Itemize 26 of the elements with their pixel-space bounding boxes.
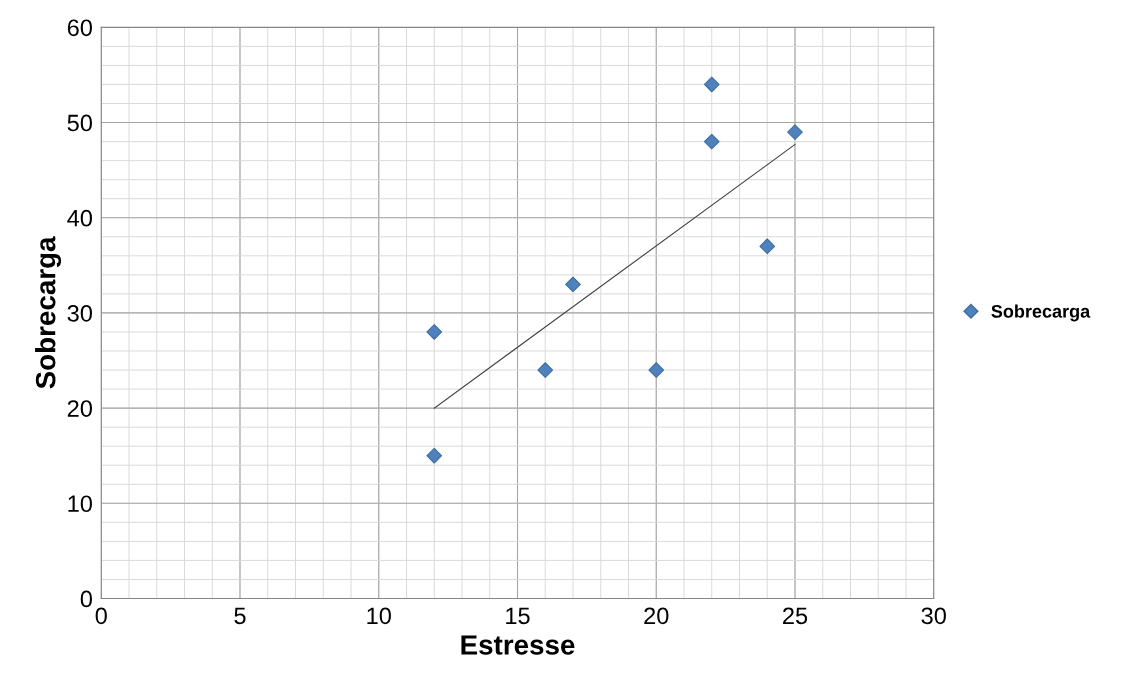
x-tick-label: 25: [783, 607, 808, 625]
point: [703, 133, 720, 150]
point: [565, 276, 581, 293]
x-tick-label: 20: [644, 607, 669, 625]
y-tick-label: 30: [67, 305, 92, 322]
point: [537, 362, 554, 378]
point: [426, 447, 443, 464]
x-tick-label: 30: [921, 607, 946, 625]
x-tick-label: 5: [234, 607, 246, 625]
y-tick-label: 40: [67, 209, 92, 227]
y-tick-label: 50: [67, 114, 92, 132]
y-tick-label: 60: [67, 19, 92, 37]
y-tick-label: 20: [67, 400, 92, 417]
x-tick-label: 0: [95, 607, 107, 625]
x-tick-label: 10: [367, 607, 391, 625]
point: [759, 238, 776, 255]
x-tick-label: 15: [506, 607, 530, 625]
point: [787, 124, 803, 140]
y-tick-label: 10: [68, 495, 92, 513]
y-tick-label: 0: [80, 590, 92, 608]
point: [426, 324, 443, 340]
point: [703, 76, 720, 93]
legend-label: Sobrecarga: [991, 304, 1091, 322]
point: [648, 362, 665, 378]
x-axis-title: Estresse: [461, 635, 575, 655]
y-axis-title: Sobrecarga: [35, 236, 62, 389]
